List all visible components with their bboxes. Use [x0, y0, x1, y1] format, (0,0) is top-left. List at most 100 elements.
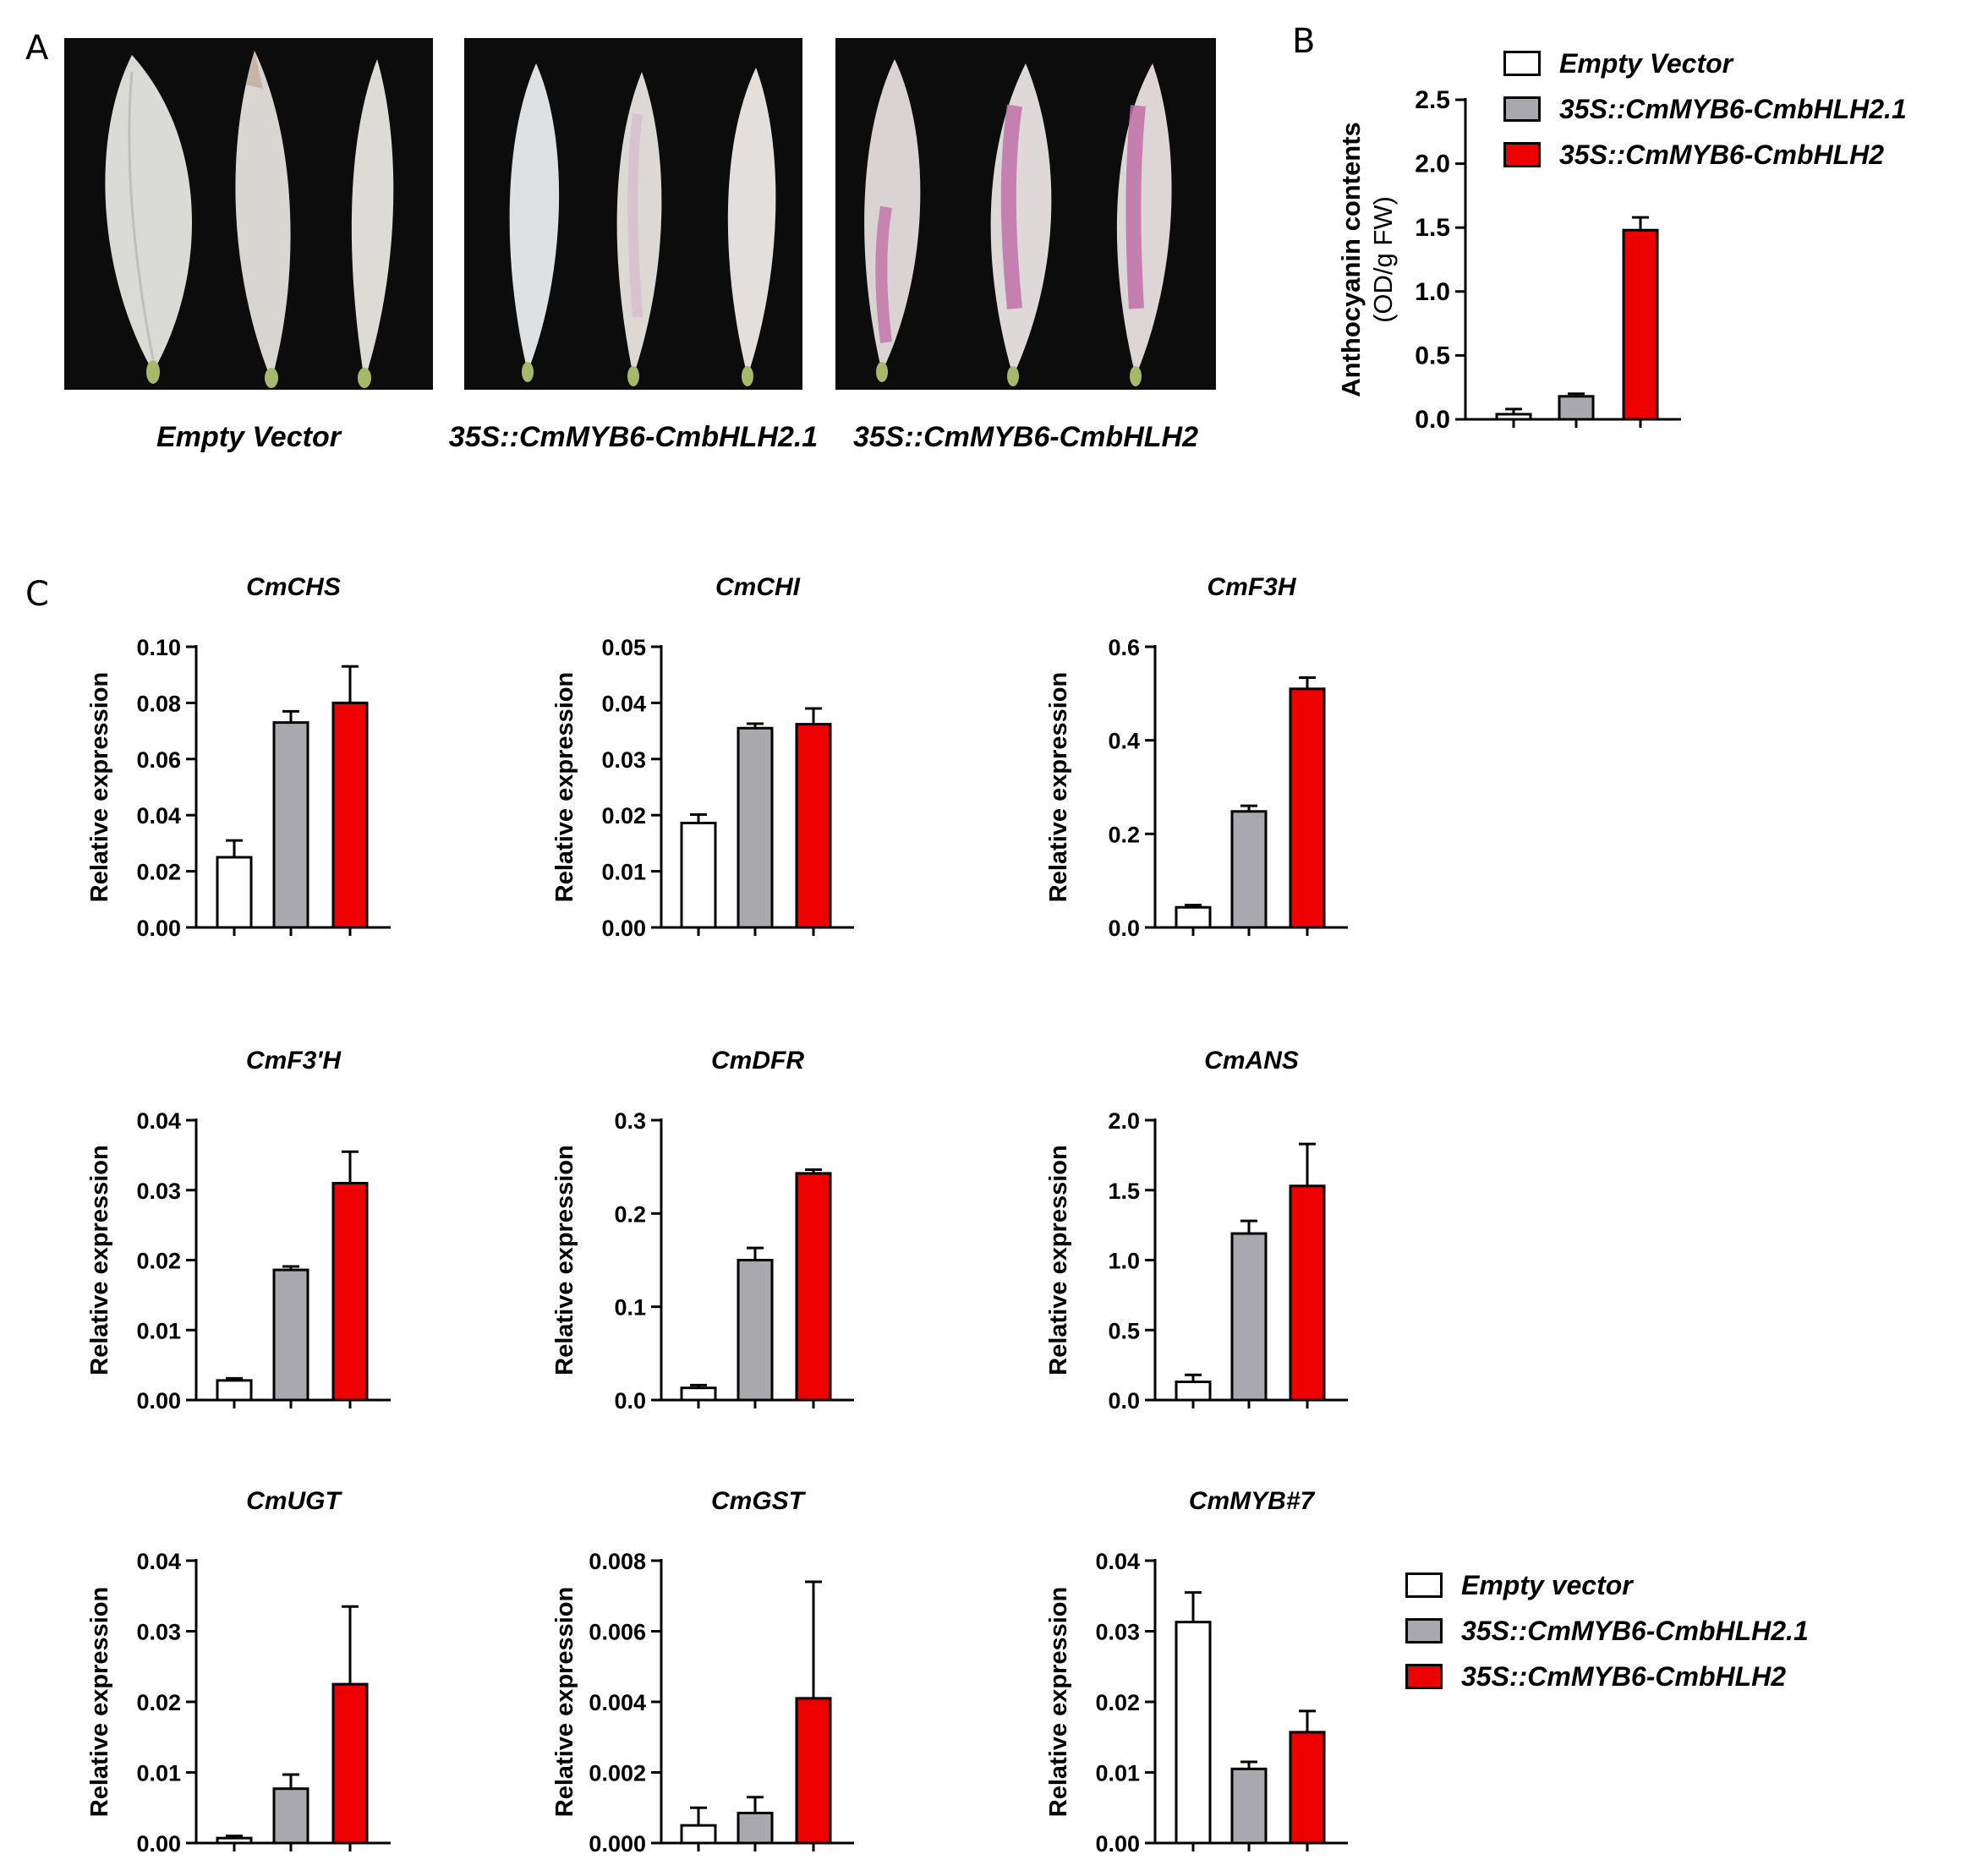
y-tick-label: 0.4 [1108, 729, 1140, 754]
panel-label-c: C [25, 575, 49, 614]
bar [795, 723, 832, 929]
legend-label: 35S::CmMYB6-CmbHLH2.1 [1559, 93, 1907, 124]
y-tick-label: 0.00 [136, 1388, 181, 1414]
axis-label: Relative expression [86, 1587, 113, 1817]
bar [795, 1697, 832, 1845]
axis-label: Relative expression [551, 672, 578, 902]
y-tick-label: 0.5 [1415, 342, 1450, 369]
y-tick-label: 0.006 [589, 1620, 646, 1645]
legend-c-item: 35S::CmMYB6-CmbHLH2.1 [1405, 1608, 1809, 1654]
legend-swatch [1405, 1664, 1443, 1689]
legend-swatch [1503, 51, 1541, 76]
chart-title: CmF3H [1207, 573, 1296, 601]
y-tick-label: 0.01 [136, 1318, 181, 1343]
y-tick-label: 1.5 [1415, 214, 1450, 242]
y-tick-label: 0.03 [601, 747, 646, 773]
bar [272, 1268, 309, 1402]
axis-label: Anthocyanin contents [1336, 122, 1366, 397]
chart-title: CmDFR [711, 1047, 804, 1075]
bar [331, 1181, 369, 1402]
legend-b: Empty Vector 35S::CmMYB6-CmbHLH2.1 35S::… [1503, 41, 1907, 178]
bar [680, 821, 717, 929]
bar [1175, 1621, 1212, 1845]
y-tick-label: 1.0 [1415, 278, 1450, 306]
petal-photo-35s-cmmyb6-cmbhlh2 [835, 38, 1216, 390]
y-tick-label: 0.03 [136, 1620, 181, 1645]
y-tick-label: 0.000 [589, 1831, 646, 1857]
y-tick-label: 0.02 [1095, 1690, 1140, 1715]
petal-photo-35s-cmmyb6-cmbhlh2-1 [464, 38, 802, 390]
bar [331, 1682, 369, 1845]
bar [272, 1787, 309, 1845]
legend-label: Empty vector [1461, 1569, 1633, 1600]
chart-title: CmANS [1204, 1047, 1299, 1075]
bar [680, 1824, 717, 1845]
y-tick-label: 0.02 [601, 803, 646, 829]
y-tick-label: 0.008 [589, 1549, 646, 1574]
y-tick-label: 0.00 [136, 1831, 181, 1857]
y-tick-label: 1.5 [1108, 1179, 1140, 1204]
axis-label: Relative expression [551, 1587, 578, 1817]
y-tick-label: 0.01 [601, 860, 646, 885]
y-tick-label: 0.01 [136, 1761, 181, 1786]
bar [331, 701, 369, 929]
legend-label: 35S::CmMYB6-CmbHLH2.1 [1461, 1615, 1809, 1646]
legend-label: Empty Vector [1559, 47, 1733, 79]
y-tick-label: 2.0 [1108, 1108, 1140, 1134]
photo-label-empty-vector: Empty Vector [156, 421, 341, 453]
bar [1230, 1767, 1268, 1845]
legend-c: Empty vector 35S::CmMYB6-CmbHLH2.1 35S::… [1405, 1562, 1809, 1699]
y-tick-label: 0.03 [1095, 1620, 1140, 1645]
panel-label-a: A [25, 29, 49, 68]
y-tick-label: 0.00 [136, 916, 181, 941]
bar [737, 1259, 774, 1402]
bar [680, 1386, 717, 1402]
axis-label: Relative expression [1045, 1145, 1072, 1375]
axis-label: Relative expression [551, 1145, 578, 1375]
bar [1289, 1731, 1326, 1845]
bar [1495, 413, 1532, 421]
y-tick-label: 1.0 [1108, 1249, 1140, 1274]
y-tick-label: 0.04 [136, 1549, 181, 1574]
panel-label-b: B [1292, 22, 1316, 61]
legend-swatch [1405, 1572, 1443, 1598]
y-tick-label: 2.5 [1415, 86, 1450, 114]
legend-b-item: Empty Vector [1503, 41, 1907, 86]
chart-title: CmMYB#7 [1189, 1487, 1316, 1515]
bar [272, 721, 309, 929]
y-tick-label: 0.00 [1095, 1831, 1140, 1857]
y-tick-label: 0.10 [136, 635, 181, 660]
legend-c-item: Empty vector [1405, 1562, 1809, 1608]
y-tick-label: 0.08 [136, 691, 181, 716]
y-tick-label: 0.04 [1095, 1549, 1140, 1574]
legend-swatch [1405, 1618, 1443, 1644]
y-tick-label: 0.00 [601, 916, 646, 941]
photo-label-35s-cmmyb6-cmbhlh2: 35S::CmMYB6-CmbHLH2 [852, 421, 1199, 453]
chart-title: CmUGT [246, 1487, 342, 1515]
y-tick-label: 0.5 [1108, 1318, 1140, 1343]
bar [1289, 1184, 1326, 1402]
bar [1230, 810, 1268, 929]
y-tick-label: 2.0 [1415, 150, 1450, 178]
axis-label: (OD/g FW) [1368, 196, 1398, 323]
legend-b-item: 35S::CmMYB6-CmbHLH2 [1503, 132, 1907, 178]
bar [1289, 687, 1326, 929]
y-tick-label: 0.002 [589, 1761, 646, 1786]
bar [795, 1172, 832, 1402]
bar [1558, 395, 1595, 421]
y-tick-label: 0.03 [136, 1179, 181, 1204]
y-tick-label: 0.2 [1108, 822, 1140, 847]
axis-label: Relative expression [86, 672, 113, 902]
chart-title: CmGST [711, 1487, 807, 1515]
legend-c-item: 35S::CmMYB6-CmbHLH2 [1405, 1654, 1809, 1699]
y-tick-label: 0.02 [136, 1249, 181, 1274]
bar [1175, 905, 1212, 929]
legend-swatch [1503, 142, 1541, 167]
y-tick-label: 0.04 [136, 803, 181, 829]
y-tick-label: 0.0 [1108, 916, 1140, 941]
axis-label: Relative expression [86, 1145, 113, 1375]
bar [1175, 1380, 1212, 1402]
y-tick-label: 0.04 [601, 691, 646, 716]
y-tick-label: 0.01 [1095, 1761, 1140, 1786]
